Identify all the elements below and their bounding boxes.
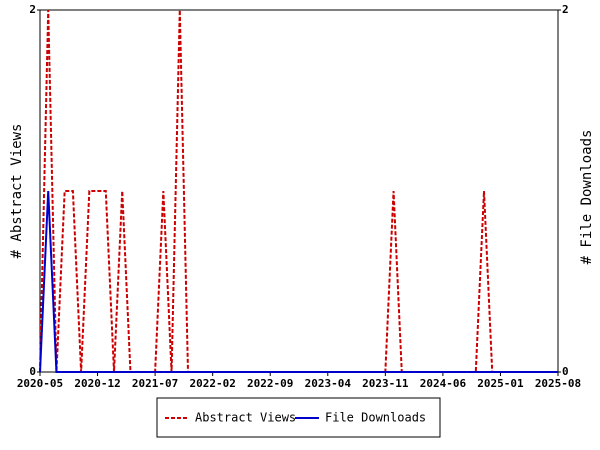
x-tick-label: 2021-07 [132,377,178,390]
y-axis-label: # Abstract Views [9,124,25,259]
legend-label: Abstract Views [195,411,296,425]
x-tick-label: 2020-12 [74,377,120,390]
y-tick-label: 0 [29,365,36,378]
series-line [39,190,558,373]
x-tick-label: 2020-05 [17,377,63,390]
y-tick-label: 2 [29,3,36,16]
series-line [39,9,558,373]
y2-tick-label: 0 [562,365,569,378]
x-tick-label: 2023-11 [362,377,409,390]
x-tick-label: 2025-08 [535,377,581,390]
x-tick-label: 2025-01 [477,377,524,390]
x-tick-label: 2024-06 [420,377,467,390]
y2-axis-label: # File Downloads [579,130,595,265]
plot-frame [39,9,559,373]
y2-tick-label: 2 [562,3,569,16]
x-tick-label: 2023-04 [305,377,352,390]
x-tick-label: 2022-09 [247,377,293,390]
legend-label: File Downloads [325,411,426,425]
x-tick-label: 2022-02 [189,377,235,390]
